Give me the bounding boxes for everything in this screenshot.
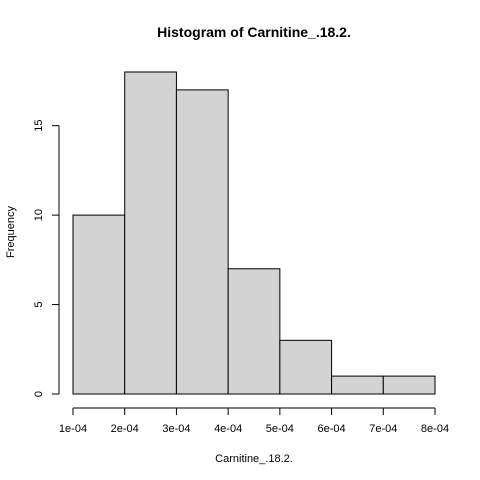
chart-title: Histogram of Carnitine_.18.2. xyxy=(157,24,351,40)
x-tick-label: 8e-04 xyxy=(421,423,449,435)
y-tick-label: 15 xyxy=(33,120,45,132)
x-axis: 1e-04 2e-04 3e-04 4e-04 5e-04 6e-04 7e-04 8e-04 xyxy=(59,407,449,435)
histogram-bar xyxy=(279,339,333,395)
histogram-bar xyxy=(124,71,177,395)
x-tick-label: 6e-04 xyxy=(318,423,346,435)
histogram-bar xyxy=(227,268,281,395)
y-axis: 0 5 10 15 xyxy=(33,120,60,397)
y-tick-label: 0 xyxy=(33,391,45,397)
histogram-bar xyxy=(72,214,126,395)
x-axis-label: Carnitine_.18.2. xyxy=(215,453,293,465)
x-tick-label: 1e-04 xyxy=(59,423,87,435)
histogram-bar xyxy=(382,375,436,395)
y-tick-label: 5 xyxy=(33,301,45,307)
x-tick-label: 3e-04 xyxy=(162,423,190,435)
bars-layer xyxy=(72,71,436,395)
y-axis-label: Frequency xyxy=(5,206,17,258)
x-tick-label: 7e-04 xyxy=(369,423,397,435)
histogram-bar xyxy=(331,375,384,395)
x-tick-label: 5e-04 xyxy=(266,423,294,435)
x-tick-label: 2e-04 xyxy=(111,423,139,435)
y-tick-label: 10 xyxy=(33,209,45,221)
histogram-bar xyxy=(175,89,229,395)
x-tick-label: 4e-04 xyxy=(214,423,242,435)
